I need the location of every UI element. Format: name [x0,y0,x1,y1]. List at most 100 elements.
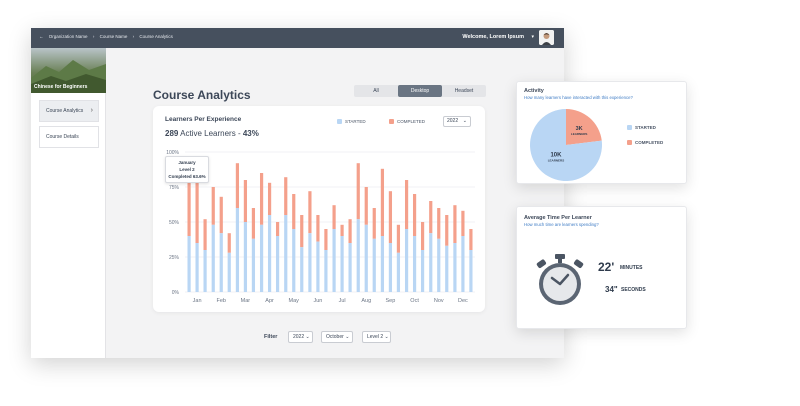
activity-title: Activity [524,88,544,94]
bar-completed [251,208,256,239]
year-select-value: 2022 [447,118,459,124]
y-tick-label: 50% [169,220,180,226]
back-arrow-icon[interactable]: ← [39,34,44,39]
bar-completed [292,194,296,229]
bar-completed [340,224,344,236]
filter-month-select[interactable]: October ⌄ [321,331,353,343]
tab-headset[interactable]: Headset [454,88,474,94]
tab-desktop[interactable]: Desktop [398,85,442,97]
tab-all[interactable]: All [373,88,379,94]
bar-started [348,243,352,292]
device-tabs: All Desktop Headset [354,85,486,97]
bar-started [420,250,425,292]
bar-completed [324,229,328,250]
bar-completed [203,219,207,250]
avatar[interactable] [539,30,554,45]
legend-label-completed: COMPLETED [397,119,426,124]
bar-completed [453,205,457,243]
bar-completed [412,194,417,236]
bar-completed [308,191,312,234]
y-tick-label: 100% [166,150,179,156]
activity-subtitle: How many learners have interacted with t… [524,95,633,100]
bar-completed [348,219,352,243]
bar-completed [404,180,409,229]
year-select[interactable]: 2022 ⌄ [443,116,471,127]
filter-year-select[interactable]: 2022 ⌄ [288,331,313,343]
bar-started [219,233,223,292]
pie-legend-started: STARTED [627,125,656,130]
bar-started [195,243,199,292]
x-tick-label: Apr [265,298,274,304]
active-learners-label: Active Learners - [180,129,241,138]
bar-started [429,233,433,292]
tooltip-month: January [178,160,196,165]
chevron-right-icon: › [90,107,93,114]
top-bar: ← Organization Name › Course Name › Cour… [31,28,564,48]
bar-completed [396,224,401,253]
bar-started [308,233,312,292]
pie-slice-value: 3K [576,126,583,132]
bar-completed [243,180,248,222]
legend-label-started: STARTED [345,119,366,124]
legend-swatch-started [337,119,342,124]
active-learners-count: 289 [165,129,179,138]
bar-started [300,247,304,292]
bar-completed [445,215,449,246]
bar-started [292,229,296,292]
welcome-text[interactable]: Welcome, Lorem Ipsum [462,34,524,40]
stopwatch-icon [536,254,584,305]
legend-completed: COMPLETED [389,119,425,124]
course-title: Chinese for Beginners [34,84,88,90]
bar-started [235,208,240,292]
bar-started [284,215,288,292]
bar-started [356,219,360,292]
legend-swatch-completed [389,119,394,124]
sidebar-item-course-analytics[interactable]: Course Analytics › [39,100,99,122]
bar-chart: 0% 25% 50% 75% 100% Jan Feb Mar Apr May Jun Jul Aug S… [166,150,475,304]
bar-started [332,229,336,292]
bar-completed [275,222,280,236]
filter-label: Filter [264,334,278,340]
breadcrumb-item-course[interactable]: Course Name [99,34,128,39]
breadcrumb-item-organization[interactable]: Organization Name [48,34,88,39]
x-tick-label: Jan [193,298,202,304]
bar-completed [364,187,368,225]
y-tick-label: 25% [169,255,180,261]
sidebar-item-label: Course Details [46,134,79,140]
bar-completed [420,222,425,250]
bar-completed [267,182,272,215]
bar-started [461,236,465,292]
bar-started [364,224,368,292]
bar-started [412,236,417,292]
time-title: Average Time Per Learner [524,215,592,221]
filter-month-value: October [326,334,344,340]
chart-tooltip: January Level 2 Completed 63.6% [165,156,209,183]
breadcrumb-separator-icon: › [92,34,95,39]
bar-started [453,243,457,292]
seconds-value: 34" [605,285,618,294]
x-tick-label: Jun [313,298,322,304]
bar-completed [235,163,240,208]
bar-completed [300,215,304,248]
bar-started [437,238,441,292]
pie-legend-label-completed: COMPLETED [635,140,664,145]
bar-started [388,243,393,292]
bar-completed [469,229,473,250]
y-tick-label: 75% [169,185,180,191]
legend-swatch-started [627,125,632,130]
pie-slice-sublabel: LEARNERS [571,132,588,136]
x-tick-label: Jul [339,298,346,304]
bar-started [324,250,328,292]
minutes-value: 22' [598,260,615,274]
bar-completed [259,173,264,225]
legend-swatch-completed [627,140,632,145]
bar-started [445,245,449,292]
sidebar-item-label: Course Analytics [46,108,84,114]
sidebar-item-course-details[interactable]: Course Details [39,126,99,148]
bar-completed [388,191,393,243]
x-tick-label: Dec [458,298,468,304]
caret-down-icon[interactable]: ▾ [531,34,534,40]
filter-level-select[interactable]: Level 2 ⌄ [362,331,391,343]
course-banner-image: Chinese for Beginners [31,48,106,93]
x-tick-label: Nov [434,298,444,304]
